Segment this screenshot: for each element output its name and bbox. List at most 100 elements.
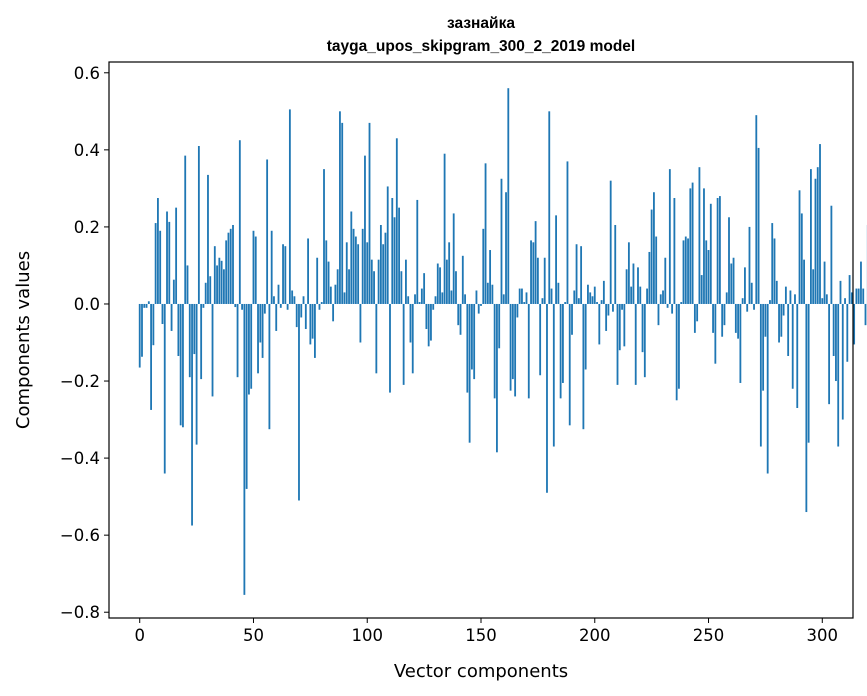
bar bbox=[409, 303, 412, 343]
bar bbox=[655, 236, 658, 304]
bar bbox=[350, 211, 353, 304]
bar bbox=[835, 303, 837, 382]
bar bbox=[855, 288, 858, 304]
bar bbox=[673, 198, 676, 304]
bar bbox=[571, 303, 573, 335]
bar bbox=[791, 303, 794, 389]
bar bbox=[241, 303, 244, 310]
bar bbox=[500, 178, 503, 304]
bar bbox=[707, 250, 710, 304]
bar bbox=[564, 302, 567, 304]
bar bbox=[361, 228, 364, 304]
bar bbox=[186, 265, 189, 304]
bar bbox=[682, 240, 685, 304]
bar bbox=[416, 199, 419, 304]
bar bbox=[536, 257, 539, 304]
bar bbox=[810, 169, 812, 304]
bar bbox=[455, 271, 457, 304]
bar bbox=[627, 242, 630, 304]
bar bbox=[279, 303, 282, 308]
bar bbox=[318, 303, 321, 310]
bar bbox=[484, 163, 487, 304]
bar bbox=[580, 246, 583, 304]
bar bbox=[575, 244, 578, 304]
plot-frame bbox=[108, 61, 854, 619]
bar bbox=[769, 300, 771, 304]
bar bbox=[550, 288, 553, 304]
bar bbox=[170, 303, 173, 331]
bar bbox=[450, 290, 453, 304]
bar bbox=[445, 259, 448, 304]
bar bbox=[637, 267, 639, 304]
bar bbox=[596, 302, 598, 304]
bar bbox=[612, 303, 614, 312]
bar bbox=[721, 303, 724, 337]
bar bbox=[714, 303, 717, 364]
bar bbox=[784, 286, 787, 304]
bar bbox=[862, 288, 865, 304]
bar bbox=[860, 261, 862, 304]
bar bbox=[653, 192, 655, 304]
bar bbox=[295, 303, 298, 328]
bar bbox=[384, 232, 387, 304]
bar bbox=[773, 238, 776, 304]
y-axis-ticks: −0.8 −0.6 −0.4 −0.2 0.0 0.2 0.4 0.6 bbox=[60, 64, 109, 622]
bar bbox=[436, 263, 439, 304]
bar bbox=[662, 290, 664, 304]
bar bbox=[195, 303, 198, 445]
bar bbox=[345, 242, 348, 304]
bar bbox=[245, 303, 248, 489]
bar bbox=[750, 282, 753, 304]
bar bbox=[705, 240, 708, 304]
bar bbox=[311, 303, 314, 339]
bar bbox=[839, 280, 842, 304]
x-tick-label: 0 bbox=[134, 626, 145, 645]
bar bbox=[229, 228, 232, 304]
bar bbox=[582, 303, 585, 430]
bar bbox=[327, 261, 330, 304]
bar bbox=[430, 303, 432, 341]
bar bbox=[684, 236, 687, 304]
bar bbox=[482, 228, 485, 304]
bar bbox=[400, 271, 403, 304]
bar bbox=[734, 303, 737, 333]
bar bbox=[448, 242, 451, 304]
bar bbox=[288, 109, 291, 304]
bar bbox=[491, 284, 494, 304]
bar bbox=[509, 303, 512, 391]
bar bbox=[744, 267, 746, 304]
bar bbox=[411, 303, 414, 374]
bar bbox=[332, 303, 335, 322]
bar bbox=[163, 303, 166, 474]
bar bbox=[530, 240, 532, 304]
bar bbox=[325, 240, 328, 304]
bar bbox=[423, 273, 426, 304]
bar bbox=[807, 303, 810, 443]
bar bbox=[238, 140, 241, 304]
bar bbox=[789, 290, 792, 304]
bar bbox=[284, 246, 287, 304]
bar bbox=[168, 221, 171, 304]
bar bbox=[496, 303, 498, 453]
x-tick-label: 100 bbox=[351, 626, 383, 645]
bar bbox=[780, 303, 783, 337]
bar bbox=[336, 269, 339, 304]
bar bbox=[477, 303, 480, 314]
bar bbox=[602, 280, 605, 304]
bar bbox=[354, 236, 357, 304]
x-tick-label: 150 bbox=[465, 626, 497, 645]
bar bbox=[566, 161, 569, 304]
y-axis-label: Components values bbox=[13, 251, 34, 429]
bar bbox=[375, 303, 378, 374]
bar bbox=[207, 174, 209, 304]
bar bbox=[632, 263, 635, 304]
bar bbox=[848, 275, 851, 304]
bar bbox=[225, 240, 228, 304]
bar bbox=[418, 302, 421, 304]
bar bbox=[364, 155, 366, 304]
bar bbox=[282, 244, 284, 304]
bar bbox=[505, 192, 507, 304]
bar bbox=[587, 284, 589, 304]
bar bbox=[161, 303, 164, 325]
